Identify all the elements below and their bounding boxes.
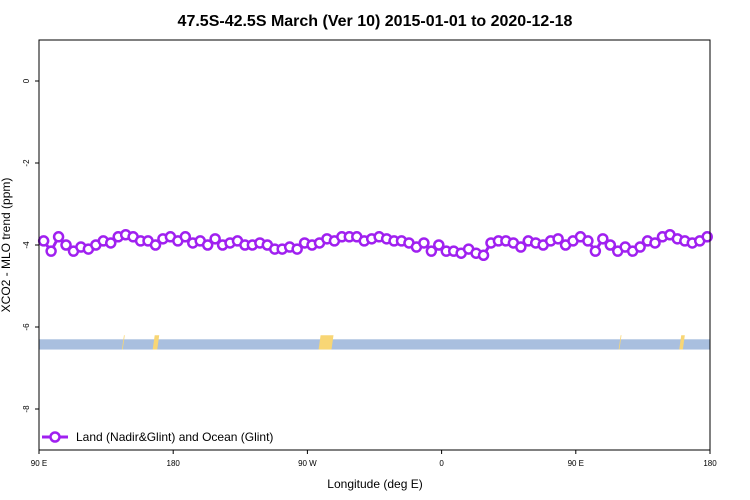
- x-tick-label: 90 E: [31, 459, 47, 468]
- land-patch: [318, 335, 334, 350]
- data-point: [52, 231, 65, 243]
- data-point: [515, 241, 527, 253]
- data-point: [149, 239, 162, 251]
- data-point: [105, 237, 117, 249]
- data-point: [209, 233, 221, 245]
- x-tick-label: 90 W: [298, 459, 317, 468]
- data-point: [425, 245, 438, 257]
- data-point: [634, 241, 646, 253]
- x-axis-ticks: 90 E 180 90 W 0 90 E 180: [31, 450, 717, 468]
- y-tick-label: -6: [22, 323, 31, 331]
- data-point: [37, 235, 50, 247]
- chart-title: 47.5S-42.5S March (Ver 10) 2015-01-01 to…: [178, 13, 573, 30]
- data-point: [604, 239, 617, 251]
- y-tick-label: -8: [22, 405, 31, 413]
- ocean-band: [39, 339, 710, 350]
- data-point: [477, 249, 490, 261]
- data-point: [597, 233, 609, 245]
- x-tick-label: 180: [167, 459, 181, 468]
- series-layer: [37, 229, 713, 261]
- land-patch: [679, 335, 685, 350]
- legend-marker: [49, 431, 61, 443]
- y-axis-label: XCO2 - MLO trend (ppm): [0, 178, 13, 313]
- data-point: [552, 233, 564, 245]
- land-patch: [618, 335, 622, 350]
- y-tick-label: -2: [22, 159, 31, 167]
- x-axis-label: Longitude (deg E): [327, 477, 422, 491]
- land-patch: [152, 335, 160, 350]
- x-tick-label: 180: [703, 459, 717, 468]
- data-point: [201, 239, 214, 251]
- data-point: [418, 237, 430, 249]
- data-point: [589, 245, 602, 257]
- data-point: [45, 245, 57, 257]
- data-point: [60, 239, 72, 251]
- y-axis-ticks: 0 -2 -4 -6 -8: [22, 78, 39, 413]
- plot-frame: [38, 39, 711, 451]
- land-patch: [121, 335, 125, 350]
- surface-band: [39, 335, 710, 350]
- data-point: [433, 239, 445, 251]
- data-point: [179, 231, 192, 243]
- data-point: [701, 231, 713, 243]
- x-tick-label: 0: [439, 459, 444, 468]
- data-point: [291, 243, 303, 255]
- x-tick-label: 90 E: [568, 459, 584, 468]
- legend-entry-label: Land (Nadir&Glint) and Ocean (Glint): [76, 430, 273, 444]
- y-tick-label: -4: [22, 241, 31, 249]
- y-tick-label: 0: [22, 78, 31, 83]
- data-point: [582, 235, 594, 247]
- data-point: [649, 237, 661, 249]
- legend: Land (Nadir&Glint) and Ocean (Glint): [42, 430, 273, 444]
